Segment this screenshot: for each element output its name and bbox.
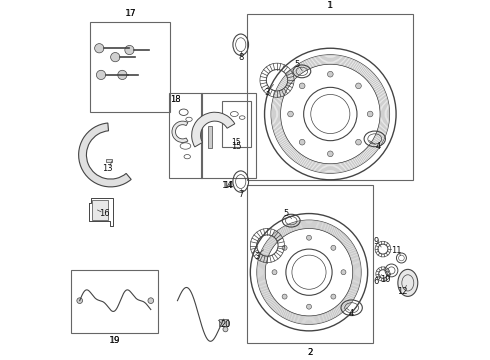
- Text: 15: 15: [232, 138, 241, 147]
- Text: 3: 3: [264, 88, 270, 97]
- Circle shape: [95, 44, 104, 53]
- Text: 15: 15: [231, 141, 242, 150]
- Text: 17: 17: [125, 9, 136, 18]
- Text: 4: 4: [375, 142, 381, 151]
- Circle shape: [118, 70, 127, 80]
- Circle shape: [299, 139, 305, 145]
- Text: 17: 17: [124, 9, 136, 18]
- Circle shape: [282, 245, 287, 250]
- Bar: [90, 22, 171, 112]
- Circle shape: [299, 83, 305, 89]
- Circle shape: [223, 327, 228, 332]
- Wedge shape: [78, 123, 131, 187]
- Circle shape: [272, 270, 277, 275]
- Bar: [92, 200, 108, 220]
- Circle shape: [77, 298, 82, 303]
- Text: 4: 4: [349, 309, 354, 318]
- Bar: [247, 14, 413, 180]
- Text: 13: 13: [102, 164, 112, 173]
- Text: 11: 11: [391, 246, 402, 255]
- Circle shape: [111, 53, 120, 62]
- Circle shape: [97, 70, 106, 80]
- Circle shape: [307, 304, 312, 309]
- Bar: [208, 126, 212, 148]
- Text: 18: 18: [171, 95, 181, 104]
- Bar: [106, 159, 112, 162]
- Text: 16: 16: [99, 209, 110, 218]
- Wedge shape: [172, 121, 188, 143]
- Bar: [222, 100, 251, 147]
- Text: 14: 14: [222, 181, 234, 190]
- Circle shape: [327, 71, 333, 77]
- Text: 3: 3: [255, 252, 260, 261]
- Text: 5: 5: [294, 60, 299, 69]
- Circle shape: [307, 235, 312, 240]
- Circle shape: [356, 139, 361, 145]
- Text: 19: 19: [109, 336, 120, 345]
- Text: 18: 18: [170, 95, 180, 104]
- Circle shape: [356, 83, 361, 89]
- Bar: [247, 185, 373, 343]
- Text: 8: 8: [238, 53, 244, 62]
- Circle shape: [282, 294, 287, 299]
- Text: 1: 1: [327, 1, 333, 10]
- Text: 2: 2: [307, 348, 313, 357]
- Text: 14: 14: [223, 181, 233, 190]
- Text: 9: 9: [374, 238, 379, 247]
- Text: 2: 2: [307, 348, 313, 357]
- Bar: [220, 319, 228, 326]
- Circle shape: [331, 294, 336, 299]
- Text: 20: 20: [220, 320, 231, 329]
- Circle shape: [368, 111, 373, 117]
- Ellipse shape: [398, 269, 418, 296]
- Bar: [200, 93, 256, 178]
- Circle shape: [327, 151, 333, 157]
- Circle shape: [148, 298, 154, 303]
- Circle shape: [331, 245, 336, 250]
- Circle shape: [125, 45, 134, 55]
- Text: 5: 5: [283, 209, 289, 218]
- Text: 1: 1: [327, 1, 333, 10]
- Text: 12: 12: [397, 287, 408, 296]
- Text: 7: 7: [238, 190, 244, 199]
- Bar: [71, 270, 158, 333]
- Text: 10: 10: [380, 275, 391, 284]
- Circle shape: [341, 270, 346, 275]
- Text: 19: 19: [109, 336, 120, 345]
- Wedge shape: [192, 112, 235, 147]
- Circle shape: [288, 111, 294, 117]
- Text: 6: 6: [374, 276, 379, 285]
- Bar: [169, 93, 202, 178]
